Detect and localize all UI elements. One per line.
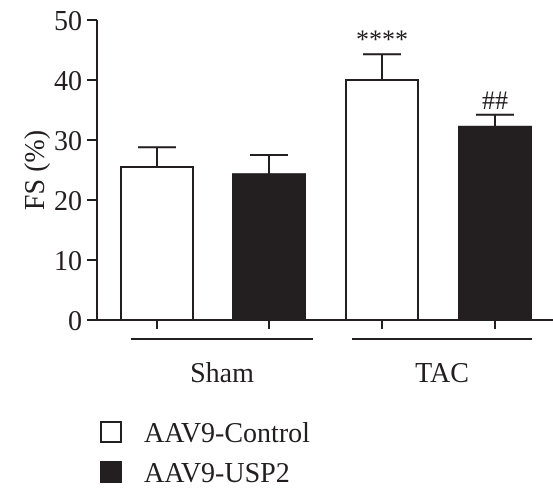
legend-swatch bbox=[100, 421, 122, 443]
y-tick-label: 40 bbox=[54, 66, 82, 97]
y-tick-label: 20 bbox=[54, 186, 82, 217]
legend: AAV9-Control AAV9-USP2 bbox=[100, 418, 310, 489]
group-label: TAC bbox=[415, 358, 469, 389]
y-axis-label: FS (%) bbox=[20, 130, 51, 210]
bar bbox=[232, 173, 306, 321]
y-tick-label: 0 bbox=[68, 306, 82, 337]
y-tick-label: 50 bbox=[54, 6, 82, 37]
bars: **** ## bbox=[120, 25, 532, 329]
legend-label: AAV9-USP2 bbox=[144, 458, 290, 489]
group-label: Sham bbox=[190, 358, 254, 389]
legend-swatch bbox=[100, 461, 122, 483]
significance-annotation: ## bbox=[482, 86, 508, 115]
group-labels: Sham TAC bbox=[131, 338, 532, 389]
y-tick-label: 30 bbox=[54, 126, 82, 157]
y-tick-label: 10 bbox=[54, 246, 82, 277]
bar bbox=[345, 79, 419, 321]
significance-annotation: **** bbox=[356, 25, 408, 54]
bar bbox=[120, 166, 194, 321]
bar bbox=[458, 125, 532, 321]
legend-label: AAV9-Control bbox=[144, 418, 310, 449]
